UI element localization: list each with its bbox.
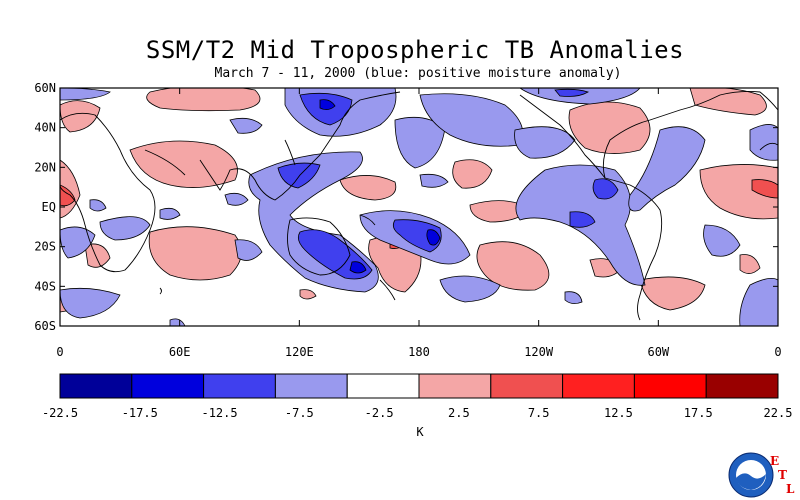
colorbar-swatch-4 xyxy=(346,373,420,399)
coastlines xyxy=(60,90,778,321)
colorbar-label-0: -22.5 xyxy=(42,406,78,420)
colorbar-labels: -22.5 -17.5 -12.5 -7.5 -2.5 2.5 7.5 12.5 17.5 22.… xyxy=(42,406,793,420)
longitude-labels: 0 60E 120E 180 120W 60W 0 xyxy=(56,345,781,359)
colorbar-label-5: 2.5 xyxy=(448,406,470,420)
colorbar-label-4: -2.5 xyxy=(365,406,394,420)
lat-label-6: 60S xyxy=(34,319,56,333)
lon-label-6: 0 xyxy=(774,345,781,359)
map-field xyxy=(60,88,778,326)
latitude-labels: 60N 40N 20N EQ 20S 40S 60S xyxy=(34,81,56,333)
colorbar-unit: K xyxy=(416,425,424,439)
colorbar-swatch-9 xyxy=(705,373,779,399)
lon-label-1: 60E xyxy=(169,345,191,359)
positive-anomaly-regions xyxy=(60,88,778,313)
etl-letter-l: L xyxy=(786,482,795,496)
colorbar-label-3: -7.5 xyxy=(285,406,314,420)
lon-label-3: 180 xyxy=(408,345,430,359)
colorbar-label-1: -17.5 xyxy=(122,406,158,420)
colorbar-swatch-8 xyxy=(633,373,707,399)
colorbar-swatch-5 xyxy=(418,373,492,399)
colorbar-swatch-3 xyxy=(274,373,348,399)
colorbar-label-2: -12.5 xyxy=(201,406,237,420)
lat-label-4: 20S xyxy=(34,240,56,254)
map-ticks xyxy=(59,87,779,327)
lon-label-5: 60W xyxy=(647,345,669,359)
lon-label-0: 0 xyxy=(56,345,63,359)
lat-label-0: 60N xyxy=(34,81,56,95)
lat-label-3: EQ xyxy=(42,200,56,214)
lat-label-1: 40N xyxy=(34,121,56,135)
strongest-negative-anomaly-regions xyxy=(319,99,441,274)
colorbar-swatch-6 xyxy=(490,373,564,399)
colorbar-label-8: 17.5 xyxy=(684,406,713,420)
colorbar-swatch-1 xyxy=(131,373,205,399)
noaa-logo: NOAA xyxy=(728,452,774,498)
noaa-badge-text: NOAA xyxy=(744,464,759,470)
colorbar-label-6: 7.5 xyxy=(528,406,550,420)
map-subtitle: March 7 - 11, 2000 (blue: positive moist… xyxy=(214,66,622,81)
lon-label-4: 120W xyxy=(524,345,554,359)
etl-letter-t: T xyxy=(778,468,787,482)
colorbar-swatch-0 xyxy=(59,373,133,399)
lat-label-2: 20N xyxy=(34,160,56,174)
colorbar-label-7: 12.5 xyxy=(604,406,633,420)
colorbar xyxy=(59,373,779,399)
lon-label-2: 120E xyxy=(285,345,314,359)
lat-label-5: 40S xyxy=(34,279,56,293)
colorbar-label-9: 22.5 xyxy=(764,406,793,420)
etl-letter-e: E xyxy=(770,454,780,468)
colorbar-swatch-7 xyxy=(562,373,635,399)
map-title: SSM/T2 Mid Tropospheric TB Anomalies xyxy=(145,36,685,64)
colorbar-swatch-2 xyxy=(203,373,276,399)
strong-positive-anomaly-regions xyxy=(60,179,778,249)
